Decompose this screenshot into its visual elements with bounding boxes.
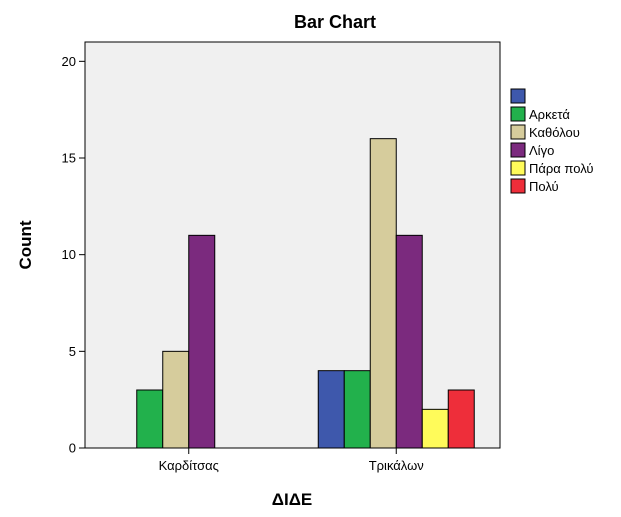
x-tick-label: Τρικάλων [369, 458, 424, 473]
bar-Αρκετά-Τρικάλων [343, 370, 371, 449]
legend-label: Αρκετά [529, 107, 570, 122]
bar-Πάρα πολύ-Τρικάλων [421, 408, 449, 449]
bar-unlabeled-Τρικάλων [317, 370, 345, 449]
bar-Λίγο-Τρικάλων [395, 234, 423, 449]
legend-swatch [510, 88, 526, 104]
chart-title: Bar Chart [294, 12, 376, 32]
legend-label: Λίγο [529, 143, 554, 158]
legend-swatch [510, 106, 526, 122]
plot-area [84, 41, 501, 449]
legend-swatch [510, 142, 526, 158]
y-tick-label: 5 [69, 344, 76, 359]
legend-label: Πάρα πολύ [529, 161, 594, 176]
legend-swatch [510, 178, 526, 194]
legend: Αρκετά Καθόλου Λίγο Πάρα πολύ Πολύ [510, 88, 594, 194]
y-axis-title: Count [16, 220, 35, 269]
bar-Πολύ-Τρικάλων [447, 389, 475, 449]
legend-label: Καθόλου [529, 125, 580, 140]
bar-Αρκετά-Καρδίτσας [136, 389, 164, 449]
legend-label: Πολύ [529, 179, 559, 194]
y-tick-label: 15 [62, 151, 76, 166]
y-tick-label: 20 [62, 54, 76, 69]
legend-swatch [510, 124, 526, 140]
y-axis: 0 5 10 15 20 [62, 54, 85, 456]
y-tick-label: 0 [69, 441, 76, 456]
legend-swatch [510, 160, 526, 176]
bar-Καθόλου-Καρδίτσας [162, 350, 190, 449]
y-tick-label: 10 [62, 247, 76, 262]
x-axis: Καρδίτσας Τρικάλων [159, 448, 424, 473]
bar-Καθόλου-Τρικάλων [369, 138, 397, 449]
bar-Λίγο-Καρδίτσας [188, 234, 216, 449]
x-tick-label: Καρδίτσας [159, 458, 219, 473]
x-axis-title: ΔΙΔΕ [272, 490, 313, 509]
bars [136, 138, 475, 449]
